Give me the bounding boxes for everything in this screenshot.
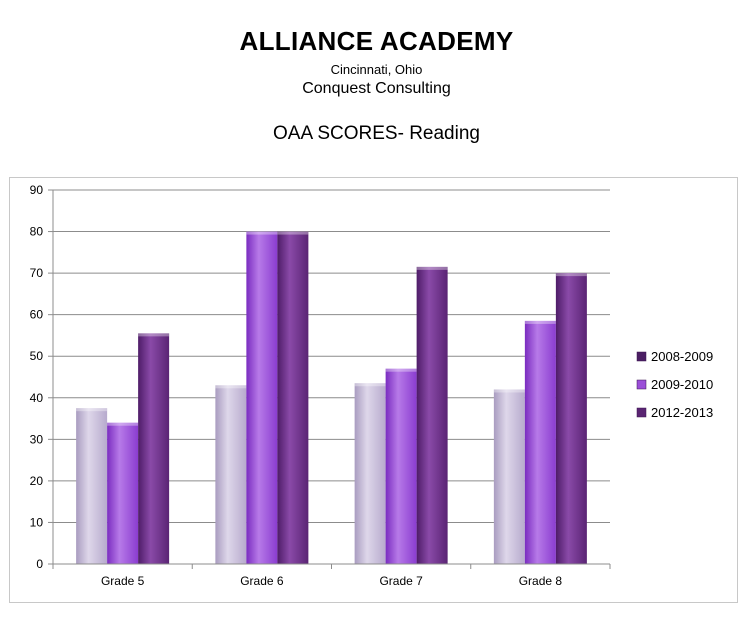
chart-frame: [9, 177, 738, 603]
bar-top-highlight: [555, 273, 587, 277]
bar-top-highlight: [246, 231, 278, 235]
y-tick-label: 80: [30, 225, 44, 239]
y-tick-label: 60: [30, 308, 44, 322]
legend-swatch: [636, 379, 647, 390]
y-tick-label: 10: [30, 515, 44, 529]
bar-2012-2013-grade-7: [416, 266, 448, 564]
bar-2012-2013-grade-5: [138, 333, 170, 564]
x-tick-label: Grade 7: [379, 574, 423, 588]
legend-swatch: [636, 351, 647, 362]
x-tick-label: Grade 8: [519, 574, 563, 588]
bar-top-highlight: [385, 368, 417, 372]
bar-top-highlight: [76, 408, 108, 412]
x-tick-label: Grade 6: [240, 574, 284, 588]
bar-top-highlight: [277, 231, 309, 235]
bar-top-highlight: [107, 422, 139, 426]
bar-2009-2010-grade-6: [246, 231, 278, 565]
bar-2009-2010-grade-8: [524, 320, 556, 564]
y-tick-label: 90: [30, 183, 44, 197]
bar-top-highlight: [416, 266, 448, 270]
bar-2008-2009-grade-7: [354, 383, 386, 564]
y-tick-label: 30: [30, 432, 44, 446]
y-tick-label: 40: [30, 391, 44, 405]
bar-2008-2009-grade-8: [493, 389, 525, 564]
bar-2008-2009-grade-6: [215, 385, 247, 564]
bar-top-highlight: [493, 389, 525, 393]
bar-2012-2013-grade-8: [555, 273, 587, 564]
school-location: Cincinnati, Ohio: [330, 62, 423, 77]
chart-title: OAA SCORES- Reading: [273, 123, 480, 144]
bar-2012-2013-grade-6: [277, 231, 309, 565]
y-tick-label: 70: [30, 266, 44, 280]
y-tick-label: 20: [30, 474, 44, 488]
bar-2009-2010-grade-5: [107, 422, 139, 564]
consulting-firm: Conquest Consulting: [302, 80, 451, 97]
y-tick-label: 0: [36, 557, 43, 571]
bar-top-highlight: [354, 383, 386, 387]
legend-label: 2008-2009: [651, 349, 713, 364]
school-name: ALLIANCE ACADEMY: [239, 26, 514, 56]
bar-top-highlight: [215, 385, 247, 389]
bar-top-highlight: [138, 333, 170, 337]
x-tick-label: Grade 5: [101, 574, 145, 588]
legend-swatch: [636, 407, 647, 418]
bar-2009-2010-grade-7: [385, 368, 417, 564]
bar-top-highlight: [524, 320, 556, 324]
legend-label: 2012-2013: [651, 405, 713, 420]
legend-label: 2009-2010: [651, 377, 713, 392]
y-tick-label: 50: [30, 349, 44, 363]
bar-2008-2009-grade-5: [76, 408, 108, 564]
